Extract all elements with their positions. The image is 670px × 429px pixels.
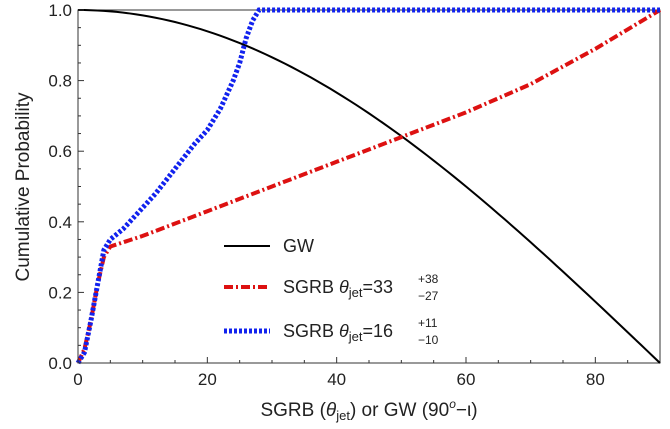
legend: GW SGRB θjet=33 +38 −27 SGRB θjet=16 +11… [224, 236, 439, 347]
plot-area [75, 7, 662, 365]
series-line-sgrb-16 [75, 7, 660, 365]
legend-label-sgrb-16: SGRB θjet=16 [283, 321, 393, 344]
y-axis-ticks: 0.0 0.2 0.4 0.6 0.8 1.0 [48, 1, 84, 373]
series-line-gw [77, 9, 661, 364]
x-tick-label: 0 [73, 370, 82, 389]
legend-label-sgrb-33: SGRB θjet=33 [283, 277, 393, 300]
y-tick-label: 1.0 [48, 1, 72, 20]
y-tick-label: 0.8 [48, 72, 72, 91]
y-tick-label: 0.4 [48, 213, 72, 232]
x-tick-label: 80 [586, 370, 605, 389]
legend-sub-sgrb-33: −27 [418, 289, 439, 303]
y-tick-label: 0.0 [48, 354, 72, 373]
y-tick-label: 0.6 [48, 142, 72, 161]
legend-sup-sgrb-16: +11 [418, 316, 438, 330]
x-tick-label: 40 [327, 370, 346, 389]
y-axis-label: Cumulative Probability [13, 92, 34, 282]
series-line-sgrb-33 [76, 8, 662, 364]
legend-label-gw: GW [283, 236, 314, 256]
series-layer [75, 7, 662, 365]
x-tick-label: 20 [198, 370, 217, 389]
x-axis-label: SGRB (θjet) or GW (90o−ι) [260, 397, 477, 423]
legend-sub-sgrb-16: −10 [418, 333, 439, 347]
legend-sup-sgrb-33: +38 [418, 272, 439, 286]
x-axis-ticks: 0 20 40 60 80 [73, 357, 629, 389]
y-tick-label: 0.2 [48, 283, 72, 302]
x-tick-label: 60 [457, 370, 476, 389]
